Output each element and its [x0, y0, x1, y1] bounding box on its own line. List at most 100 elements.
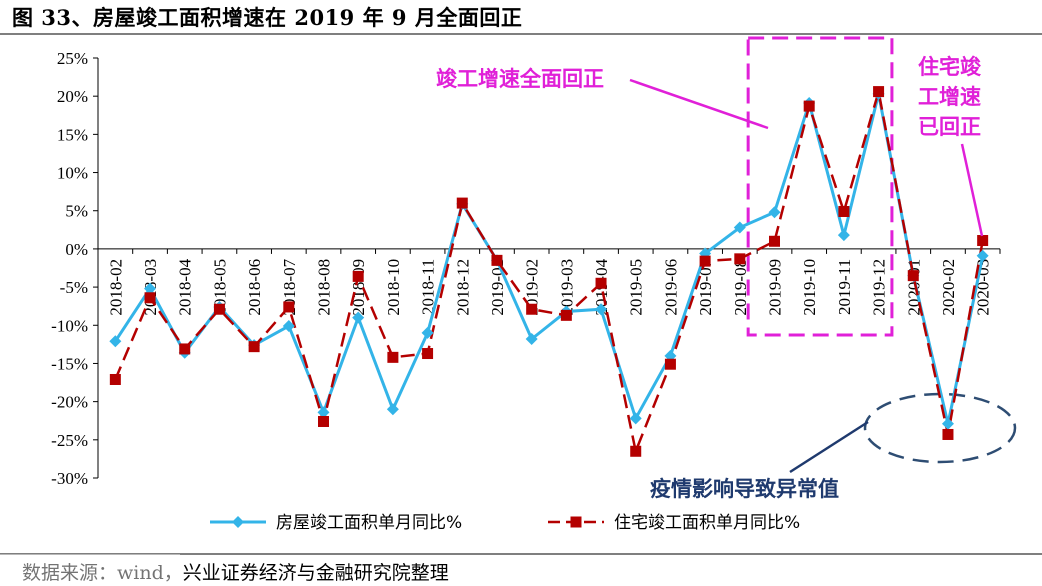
housing-point: [525, 333, 538, 346]
x-tick-label: 2019-05: [627, 259, 646, 316]
residential-point: [283, 301, 295, 313]
housing-point: [144, 282, 157, 295]
residential-point: [179, 343, 191, 355]
y-tick-label: 10%: [57, 164, 88, 183]
housing-point: [768, 206, 781, 219]
annotation-residential: 已回正: [918, 115, 981, 139]
watermark: [0, 554, 180, 584]
chart-title: 图 33、房屋竣工面积增速在 2019 年 9 月全面回正: [12, 5, 523, 30]
annotation-recovery-arrow: [629, 78, 769, 130]
y-tick-label: -5%: [60, 278, 88, 297]
x-tick-label: 2019-07: [696, 258, 715, 315]
residential-point: [526, 303, 538, 315]
housing-point: [733, 221, 746, 234]
residential-point: [422, 348, 434, 360]
residential-point: [734, 253, 746, 265]
housing-point: [976, 249, 989, 262]
y-tick-label: -20%: [51, 393, 88, 412]
x-tick-label: 2018-02: [106, 259, 125, 316]
y-tick-label: 20%: [57, 87, 88, 106]
x-tick-label: 2019-11: [835, 259, 854, 315]
residential-point: [387, 351, 399, 363]
residential-point: [699, 255, 711, 267]
line-chart: 25% 20% 15% 10% 5% 0% -5% -10% -15% -20% -25% -30% 2…: [51, 36, 1017, 533]
source-note: 数据来源：wind，兴业证券经济与金融研究院整理: [22, 562, 449, 584]
x-tick-label: 2020-02: [939, 259, 958, 316]
x-tick-label: 2019-08: [731, 259, 750, 316]
housing-point: [595, 303, 608, 316]
x-tick-label: 2018-10: [384, 259, 403, 316]
annotation-epidemic: 疫情影响导致异常值: [650, 477, 839, 501]
housing-point: [421, 326, 434, 339]
annotation-residential-arrow: [960, 143, 984, 237]
x-tick-label: 2019-09: [766, 259, 785, 316]
legend-marker-residential: [570, 516, 582, 528]
housing-point: [109, 335, 122, 348]
x-tick-label: 2018-11: [419, 259, 438, 315]
x-tick-label: 2018-06: [245, 259, 264, 316]
legend: 房屋竣工面积单月同比% 住宅竣工面积单月同比%: [210, 513, 800, 533]
housing-point: [317, 406, 330, 419]
residential-point: [664, 358, 676, 370]
highlight-ellipse: [863, 392, 1017, 464]
y-tick-label: 25%: [57, 49, 88, 68]
residential-point: [942, 428, 954, 440]
residential-point: [769, 235, 780, 247]
axes-layer: 25% 20% 15% 10% 5% 0% -5% -10% -15% -20% -25% -30% 2…: [51, 49, 1001, 488]
legend-label-housing: 房屋竣工面积单月同比%: [276, 513, 462, 533]
housing-point: [837, 229, 850, 242]
x-tick-label: 2018-08: [315, 259, 334, 316]
y-tick-label: 0%: [65, 240, 88, 259]
annotation-recovery: 竣工增速全面回正: [436, 67, 604, 91]
x-tick-label: 2019-12: [870, 259, 889, 316]
bottom-rule: [0, 553, 1042, 555]
residential-point: [838, 205, 850, 217]
y-tick-label: -10%: [51, 316, 88, 335]
annotation-residential: 住宅竣: [918, 55, 982, 79]
legend-label-residential: 住宅竣工面积单月同比%: [614, 513, 800, 533]
x-tick-label: 2018-09: [349, 259, 368, 316]
residential-point: [630, 445, 642, 457]
residential-point: [109, 373, 121, 385]
x-tick-label: 2019-03: [557, 259, 576, 316]
annotation-residential: 工增速: [918, 85, 981, 109]
x-tick-label: 2018-07: [280, 258, 299, 315]
annotation-epidemic-arrow: [789, 420, 869, 474]
housing-point: [941, 417, 954, 430]
housing-point: [386, 403, 399, 416]
y-tick-label: -15%: [51, 354, 88, 373]
residential-point: [873, 86, 885, 98]
housing-point: [352, 311, 365, 324]
y-tick-label: -25%: [51, 431, 88, 450]
residential-point: [213, 303, 225, 315]
y-tick-label: 15%: [57, 125, 88, 144]
housing-point: [629, 412, 642, 425]
y-tick-label: 5%: [65, 202, 88, 221]
x-tick-label: 2018-05: [210, 259, 229, 316]
x-tick-label: 2019-01: [488, 259, 507, 316]
residential-point: [352, 270, 364, 282]
x-tick-label: 2019-10: [800, 259, 819, 316]
residential-point: [456, 197, 468, 209]
top-rule: [0, 33, 1042, 35]
series-line-residential: [114, 91, 984, 456]
legend-marker-housing: [232, 516, 244, 528]
residential-point: [144, 292, 156, 304]
residential-point: [248, 341, 260, 353]
series-line-housing: [114, 93, 985, 425]
residential-point: [803, 100, 815, 112]
housing-point: [282, 320, 295, 333]
x-tick-label: 2019-06: [661, 259, 680, 316]
highlight-box: [746, 36, 894, 337]
residential-point: [318, 415, 329, 427]
x-tick-label: 2018-04: [176, 258, 195, 315]
residential-point: [560, 309, 572, 321]
residential-point: [977, 235, 989, 247]
residential-point: [491, 254, 503, 266]
series-layer: [109, 86, 989, 457]
residential-point: [595, 277, 607, 289]
residential-point: [907, 270, 919, 282]
x-tick-label: 2018-12: [453, 259, 472, 316]
y-tick-label: -30%: [51, 469, 88, 488]
